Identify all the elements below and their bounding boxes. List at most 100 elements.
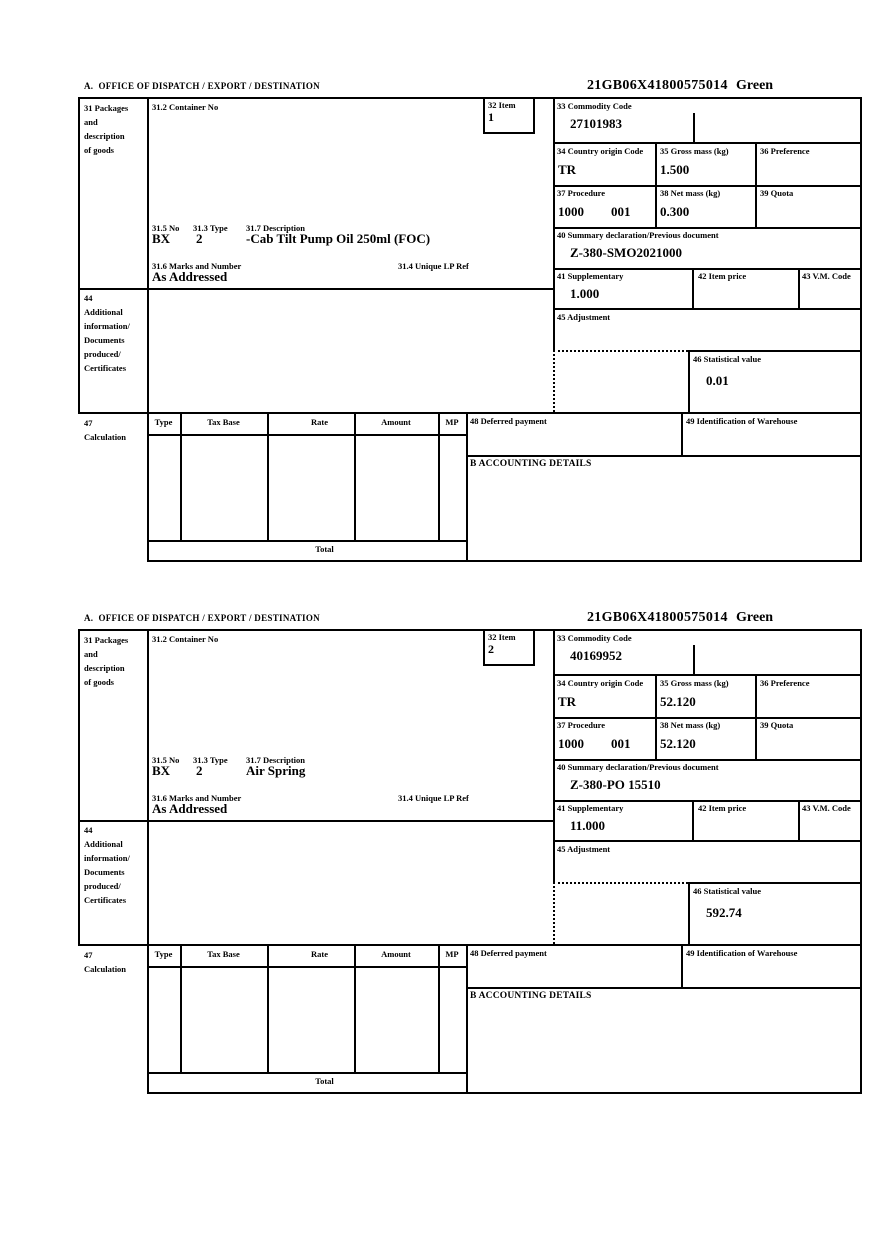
package-count-value: 2 <box>196 763 203 778</box>
divider <box>688 882 690 944</box>
calc-header-underline <box>147 434 468 436</box>
procedure-code-value: 1000 <box>558 736 584 751</box>
divider <box>755 674 757 759</box>
package-kind-value: BX <box>152 231 171 246</box>
box-43-vm-code-label: 43 V.M. Code <box>802 803 851 813</box>
calc-column-divider <box>267 944 269 1072</box>
divider <box>553 800 862 802</box>
routing-status: Green <box>736 78 774 93</box>
divider <box>692 800 694 840</box>
item-number-value: 2 <box>488 642 494 656</box>
box-43-vm-code-label: 43 V.M. Code <box>802 271 851 281</box>
box-31-4-lp-ref-label: 31.4 Unique LP Ref <box>398 793 469 803</box>
commodity-code-separator <box>693 113 695 142</box>
calc-total-label: Total <box>315 1076 334 1086</box>
gross-mass-value: 52.120 <box>660 694 696 709</box>
calc-column-divider <box>180 412 182 540</box>
box-39-quota-label: 39 Quota <box>760 188 794 198</box>
calc-header-rate: Rate <box>311 949 328 959</box>
dotted-divider <box>553 882 555 944</box>
box-31-5-no-label: 31.5 No <box>152 755 180 765</box>
box-31-3-type-label: 31.3 Type <box>193 755 228 765</box>
box-41-supplementary-label: 41 Supplementary <box>557 803 624 813</box>
box-31-3-type-label: 31.3 Type <box>193 223 228 233</box>
box-33-commodity-code-label: 33 Commodity Code <box>557 633 632 643</box>
divider <box>466 412 468 560</box>
previous-document-value: Z-380-SMO2021000 <box>570 245 682 260</box>
form-border-bottom <box>147 1092 862 1094</box>
calc-header-tax-base: Tax Base <box>207 949 240 959</box>
form-border-top <box>78 629 862 631</box>
box-49-warehouse-label: 49 Identification of Warehouse <box>686 416 798 426</box>
box-31-2-container-no-label: 31.2 Container No <box>152 634 219 644</box>
box-45-adjustment-label: 45 Adjustment <box>557 312 611 322</box>
divider <box>466 987 862 989</box>
calc-column-divider <box>267 412 269 540</box>
box-32-item <box>483 97 535 134</box>
box-32-item <box>483 629 535 666</box>
box-34-country-origin-label: 34 Country origin Code <box>557 146 644 156</box>
supplementary-units-value: 11.000 <box>570 818 606 833</box>
divider <box>553 185 862 187</box>
dotted-divider <box>553 882 688 884</box>
box-48-deferred-payment-label: 48 Deferred payment <box>470 416 547 426</box>
goods-description-value: Air Spring <box>246 763 306 778</box>
box-31-7-description-label: 31.7 Description <box>246 223 306 233</box>
calc-column-divider <box>354 944 356 1072</box>
net-mass-value: 52.120 <box>660 736 696 751</box>
divider <box>78 412 862 414</box>
box-47-calculation-label: 47 Calculation <box>84 418 127 442</box>
divider <box>553 717 862 719</box>
divider <box>553 97 555 350</box>
calc-header-amount: Amount <box>381 417 411 427</box>
calc-header-mp: MP <box>445 417 459 427</box>
goods-description-value: -Cab Tilt Pump Oil 250ml (FOC) <box>246 231 431 246</box>
calc-column-divider <box>438 944 440 1072</box>
calc-header-amount: Amount <box>381 949 411 959</box>
box-31-2-container-no-label: 31.2 Container No <box>152 102 219 112</box>
customs-declaration-item-form-2: A. OFFICE OF DISPATCH / EXPORT / DESTINA… <box>78 610 862 1096</box>
form-border-top <box>78 97 862 99</box>
divider <box>78 820 555 822</box>
box-40-summary-declaration-label: 40 Summary declaration/Previous document <box>557 230 719 240</box>
box-42-item-price-label: 42 Item price <box>698 803 747 813</box>
box-32-item-label: 32 Item <box>488 632 516 642</box>
procedure-suffix-value: 001 <box>611 204 631 219</box>
divider <box>688 350 690 412</box>
divider <box>553 674 862 676</box>
divider <box>798 268 800 308</box>
box-41-supplementary-label: 41 Supplementary <box>557 271 624 281</box>
form-border-right <box>860 97 862 562</box>
divider <box>681 944 683 987</box>
calc-header-mp: MP <box>445 949 459 959</box>
routing-status: Green <box>736 610 774 625</box>
box-31-7-description-label: 31.7 Description <box>246 755 306 765</box>
divider <box>78 288 555 290</box>
divider <box>553 308 862 310</box>
office-of-dispatch-header: A. OFFICE OF DISPATCH / EXPORT / DESTINA… <box>84 613 320 623</box>
box-31-6-marks-label: 31.6 Marks and Number <box>152 793 242 803</box>
previous-document-value: Z-380-PO 15510 <box>570 777 661 792</box>
box-31-4-lp-ref-label: 31.4 Unique LP Ref <box>398 261 469 271</box>
box-45-adjustment-label: 45 Adjustment <box>557 844 611 854</box>
box-46-statistical-value-label: 46 Statistical value <box>693 886 761 896</box>
package-kind-value: BX <box>152 763 171 778</box>
box-31-packages-label: 31 Packages and description of goods <box>84 103 129 155</box>
calc-column-divider <box>354 412 356 540</box>
form-border-bottom <box>147 560 862 562</box>
divider <box>147 629 149 1094</box>
calc-total-label: Total <box>315 544 334 554</box>
package-count-value: 2 <box>196 231 203 246</box>
box-38-net-mass-label: 38 Net mass (kg) <box>660 720 721 730</box>
box-44-additional-info-label: 44 Additional information/ Documents pro… <box>84 293 130 373</box>
commodity-code-value: 40169952 <box>570 648 622 663</box>
divider <box>688 350 862 352</box>
box-48-deferred-payment-label: 48 Deferred payment <box>470 948 547 958</box>
box-31-6-marks-label: 31.6 Marks and Number <box>152 261 242 271</box>
divider <box>147 1072 468 1074</box>
box-47-calculation-label: 47 Calculation <box>84 950 127 974</box>
divider <box>688 882 862 884</box>
statistical-value: 592.74 <box>706 905 742 920</box>
divider <box>798 800 800 840</box>
